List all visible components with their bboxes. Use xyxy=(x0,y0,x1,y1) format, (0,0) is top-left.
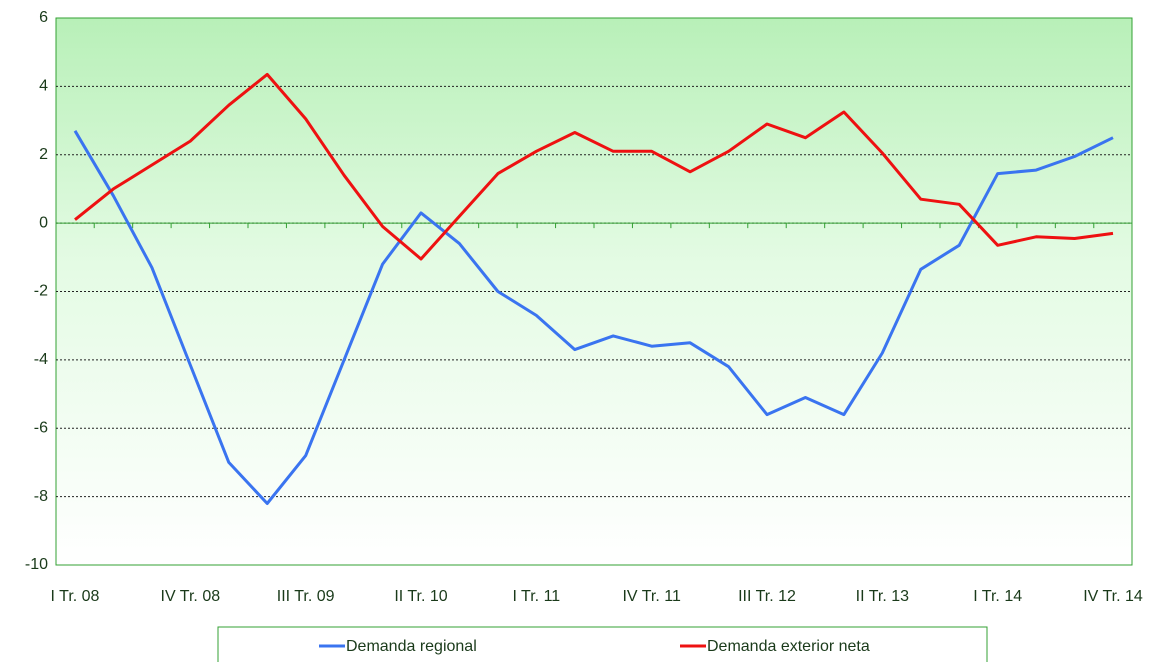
x-tick-label: I Tr. 14 xyxy=(973,588,1022,605)
x-tick-label: II Tr. 10 xyxy=(394,588,447,605)
series-line xyxy=(74,72,1114,261)
x-tick-label: II Tr. 13 xyxy=(856,588,909,605)
legend-label: Demanda regional xyxy=(346,638,477,655)
series-line xyxy=(73,130,1114,505)
legend xyxy=(217,626,988,662)
y-tick-label: 2 xyxy=(39,146,48,163)
x-tick-label: III Tr. 12 xyxy=(738,588,796,605)
x-tick-label: IV Tr. 14 xyxy=(1083,588,1143,605)
y-tick-label: 4 xyxy=(39,78,48,95)
x-tick-label: I Tr. 11 xyxy=(512,588,560,605)
x-tick-label: IV Tr. 11 xyxy=(622,588,681,605)
x-tick-label: IV Tr. 08 xyxy=(161,588,221,605)
x-tick-label: I Tr. 08 xyxy=(51,588,100,605)
y-tick-label: -10 xyxy=(25,556,48,573)
y-tick-label: 0 xyxy=(39,214,48,231)
legend-label: Demanda exterior neta xyxy=(707,638,870,655)
y-tick-label: -6 xyxy=(34,419,48,436)
y-tick-label: 6 xyxy=(39,9,48,26)
y-tick-label: -2 xyxy=(34,283,48,300)
y-tick-label: -8 xyxy=(34,488,48,505)
x-tick-label: III Tr. 09 xyxy=(277,588,335,605)
y-tick-label: -4 xyxy=(34,351,48,368)
